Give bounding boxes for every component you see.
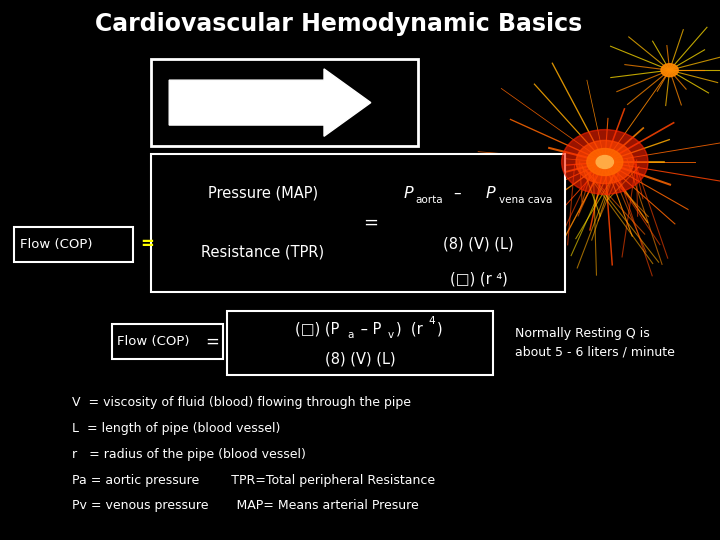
- Circle shape: [562, 130, 648, 194]
- Text: Resistance (TPR): Resistance (TPR): [201, 245, 325, 260]
- Text: Flow (COP): Flow (COP): [117, 335, 190, 348]
- Text: P: P: [403, 186, 413, 200]
- Text: (□) (P: (□) (P: [295, 322, 340, 337]
- Text: vena cava: vena cava: [499, 194, 552, 205]
- Circle shape: [661, 64, 678, 77]
- Text: (□) (r ⁴): (□) (r ⁴): [450, 272, 508, 287]
- Text: (8) (V) (L): (8) (V) (L): [325, 352, 395, 367]
- Text: (8) (V) (L): (8) (V) (L): [444, 237, 514, 252]
- Text: 4: 4: [428, 316, 435, 326]
- FancyArrow shape: [169, 69, 371, 136]
- Text: =: =: [205, 333, 220, 350]
- Text: )  (r: ) (r: [396, 322, 423, 337]
- Text: Flow (COP): Flow (COP): [20, 238, 93, 251]
- Text: V  = viscosity of fluid (blood) flowing through the pipe: V = viscosity of fluid (blood) flowing t…: [72, 396, 411, 409]
- Text: – P: – P: [356, 322, 382, 337]
- Text: P: P: [486, 186, 495, 200]
- Text: Pressure (MAP): Pressure (MAP): [208, 186, 318, 200]
- Text: =: =: [364, 214, 378, 232]
- Circle shape: [596, 156, 613, 168]
- Text: Pv = venous pressure       MAP= Means arterial Presure: Pv = venous pressure MAP= Means arterial…: [72, 500, 419, 512]
- FancyBboxPatch shape: [14, 227, 133, 262]
- Text: ): ): [437, 322, 443, 337]
- Text: =: =: [140, 235, 154, 253]
- FancyBboxPatch shape: [227, 310, 493, 375]
- FancyBboxPatch shape: [112, 324, 223, 359]
- Text: L  = length of pipe (blood vessel): L = length of pipe (blood vessel): [72, 422, 280, 435]
- Text: v: v: [387, 330, 394, 340]
- FancyBboxPatch shape: [151, 59, 418, 146]
- Text: Normally Resting Q is
about 5 - 6 liters / minute: Normally Resting Q is about 5 - 6 liters…: [515, 327, 675, 359]
- FancyBboxPatch shape: [151, 154, 565, 292]
- Text: r   = radius of the pipe (blood vessel): r = radius of the pipe (blood vessel): [72, 448, 306, 461]
- Text: Cardiovascular Hemodynamic Basics: Cardiovascular Hemodynamic Basics: [95, 12, 582, 36]
- Text: –: –: [454, 186, 461, 200]
- Text: a: a: [347, 330, 354, 340]
- Text: aorta: aorta: [415, 194, 443, 205]
- Circle shape: [576, 140, 634, 184]
- Text: Pa = aortic pressure        TPR=Total peripheral Resistance: Pa = aortic pressure TPR=Total periphera…: [72, 474, 435, 487]
- Circle shape: [587, 148, 623, 176]
